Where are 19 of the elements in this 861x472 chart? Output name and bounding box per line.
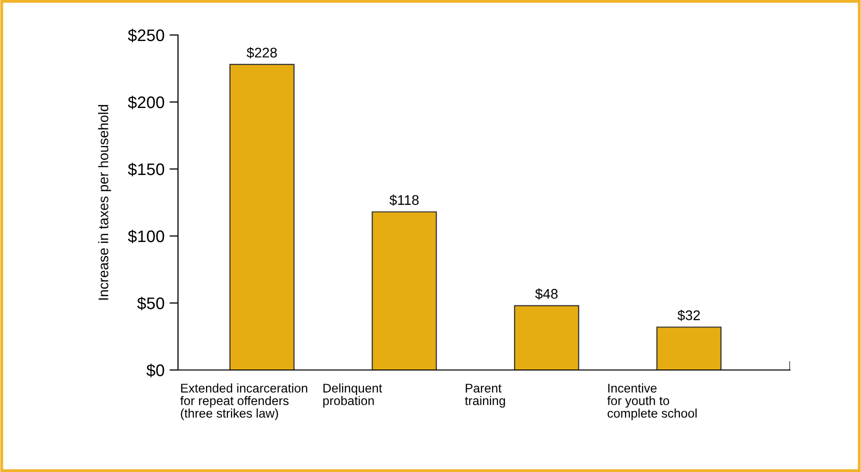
bar (229, 64, 295, 370)
x-tick-label: Delinquent probation (323, 383, 382, 408)
y-tick-label: $50 (137, 296, 164, 310)
y-axis-title: Increase in taxes per household (98, 104, 112, 300)
data-label: $228 (246, 47, 277, 58)
y-tick-label: $0 (146, 364, 164, 378)
x-tick-label: Extended incarceration for repeat offenders (three strikes law) (180, 383, 308, 420)
y-tick-label: $100 (128, 230, 164, 244)
data-label: $118 (390, 194, 419, 206)
x-tick-label: Incentive for youth to complete school (607, 383, 697, 420)
data-label: $32 (678, 310, 700, 322)
bar (656, 326, 722, 370)
bar (514, 305, 580, 370)
data-label: $48 (535, 288, 558, 300)
bar (372, 211, 437, 370)
y-tick-label: $250 (128, 28, 164, 42)
y-tick-label: $150 (128, 162, 164, 176)
x-tick-label: Parent training (464, 384, 505, 408)
y-tick-label: $200 (128, 96, 164, 110)
